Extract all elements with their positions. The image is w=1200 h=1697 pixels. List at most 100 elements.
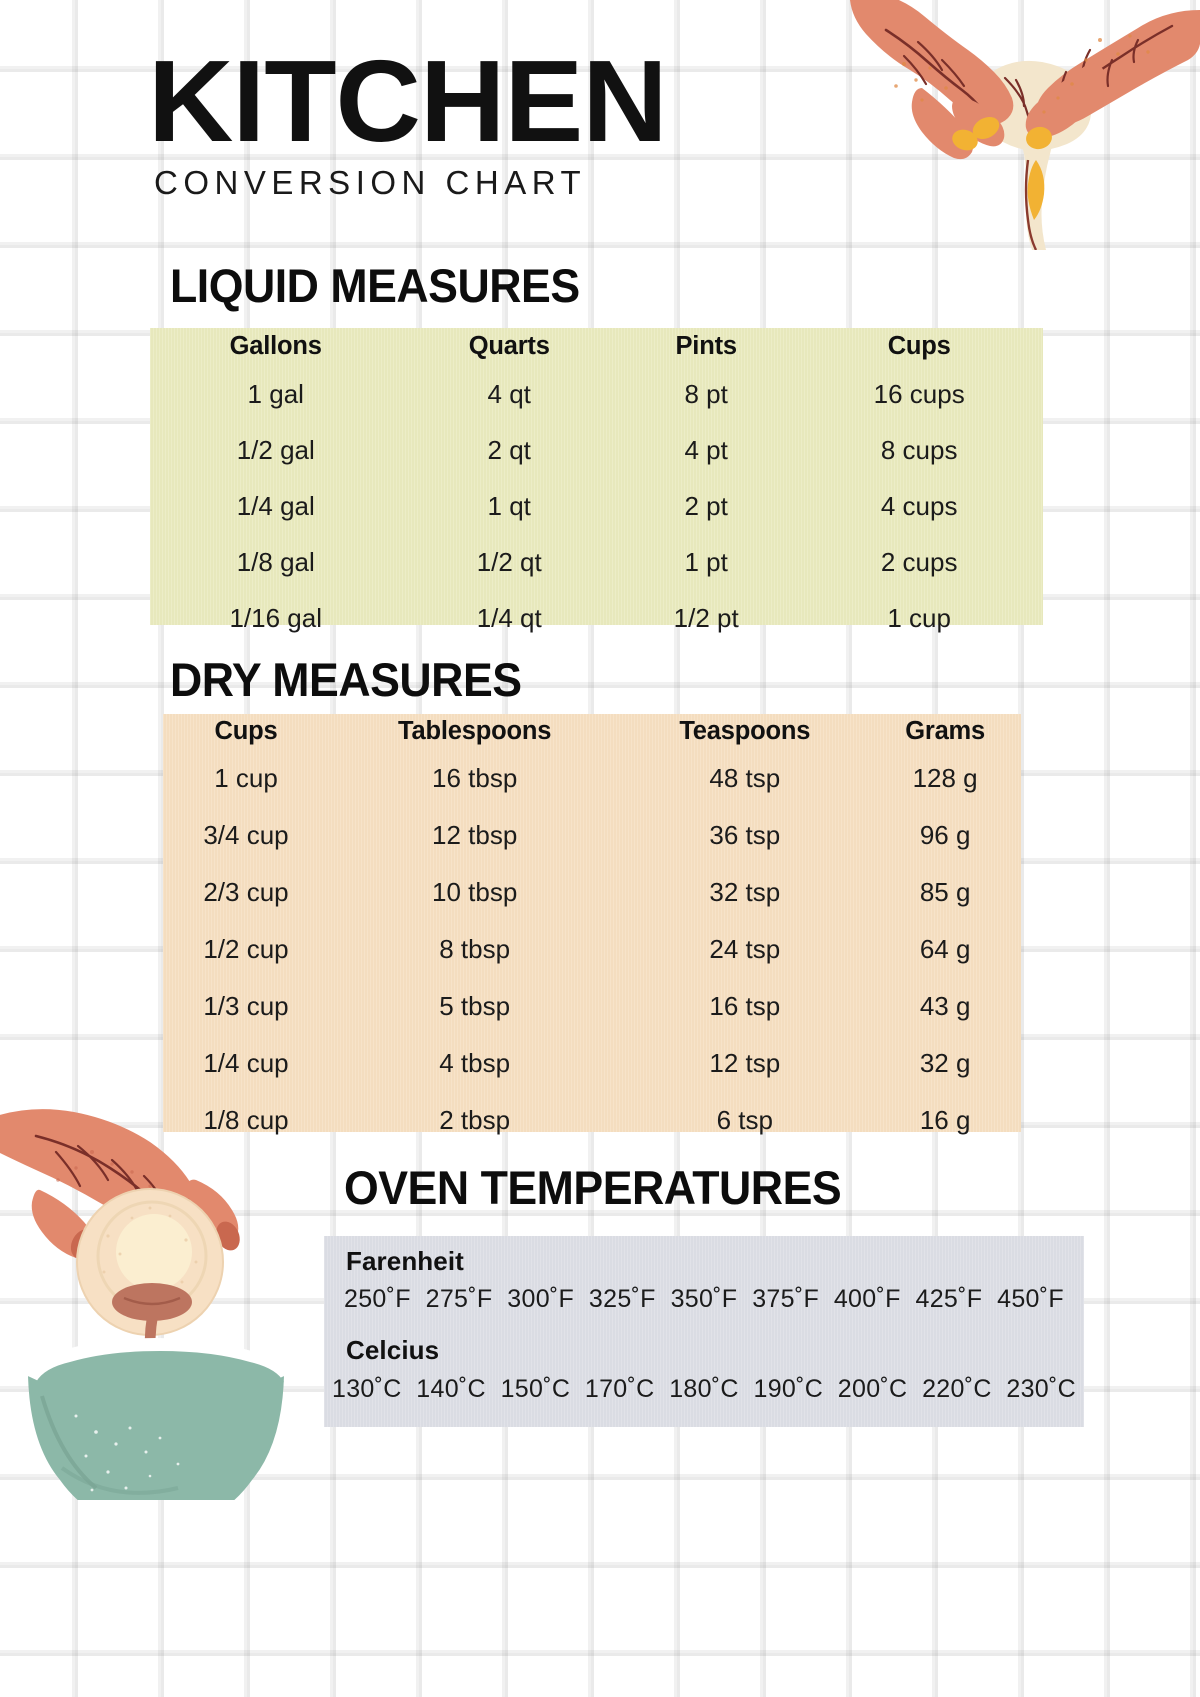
column-header: Teaspoons bbox=[679, 716, 811, 745]
liquid-measures-table: Gallons Quarts Pints Cups 1 gal 4 qt 8 pt 1… bbox=[150, 328, 1043, 646]
table-cell: 5 tbsp bbox=[439, 991, 511, 1021]
table-cell: 8 pt bbox=[684, 378, 728, 409]
table-row: 2/3 cup 10 tbsp 32 tsp 85 g bbox=[163, 864, 1021, 921]
table-cell: 1/3 cup bbox=[203, 991, 289, 1021]
fahrenheit-value: 275˚F bbox=[425, 1285, 493, 1313]
table-cell: 1/2 cup bbox=[203, 934, 289, 964]
table-row: 1/2 gal 2 qt 4 pt 8 cups bbox=[150, 422, 1043, 478]
page-header: KITCHEN CONVERSION CHART bbox=[148, 43, 668, 202]
table-row: 1/8 gal 1/2 qt 1 pt 2 cups bbox=[150, 534, 1043, 590]
section-heading-dry: DRY MEASURES bbox=[170, 653, 522, 706]
table-cell: 3/4 cup bbox=[203, 820, 289, 850]
fahrenheit-label: Farenheit bbox=[346, 1246, 464, 1276]
table-cell: 1/2 pt bbox=[673, 602, 739, 633]
celsius-value: 180˚C bbox=[669, 1375, 739, 1403]
celsius-value: 170˚C bbox=[584, 1375, 655, 1403]
celsius-value: 230˚C bbox=[1006, 1375, 1076, 1403]
table-row: 1/3 cup 5 tbsp 16 tsp 43 g bbox=[163, 978, 1021, 1035]
page-subtitle: CONVERSION CHART bbox=[154, 163, 587, 201]
table-cell: 2 tbsp bbox=[439, 1105, 511, 1135]
table-cell: 1 cup bbox=[887, 602, 951, 633]
table-cell: 2 pt bbox=[684, 490, 728, 521]
table-cell: 6 tsp bbox=[716, 1105, 773, 1135]
fahrenheit-value: 300˚F bbox=[507, 1285, 575, 1313]
table-cell: 4 pt bbox=[684, 434, 728, 465]
table-row: 3/4 cup 12 tbsp 36 tsp 96 g bbox=[163, 807, 1021, 864]
column-header: Grams bbox=[905, 716, 986, 745]
fahrenheit-value: 425˚F bbox=[915, 1285, 983, 1313]
fahrenheit-value: 325˚F bbox=[588, 1285, 656, 1313]
table-cell: 32 g bbox=[919, 1048, 971, 1078]
celsius-value: 200˚C bbox=[837, 1375, 908, 1403]
fahrenheit-values-row: 250˚F 275˚F 300˚F 325˚F 350˚F 375˚F 400˚F 425˚F… bbox=[344, 1285, 1064, 1314]
table-cell: 1/8 cup bbox=[203, 1105, 289, 1135]
table-cell: 1 gal bbox=[247, 378, 304, 409]
section-heading-liquid: LIQUID MEASURES bbox=[170, 259, 580, 312]
fahrenheit-value: 375˚F bbox=[752, 1285, 820, 1313]
table-cell: 16 tsp bbox=[709, 991, 781, 1021]
hands-cracking-egg-illustration bbox=[800, 0, 1200, 251]
hand-pouring-cup-into-bowl-illustration bbox=[0, 1040, 370, 1528]
table-header-row: Cups Tablespoons Teaspoons Grams bbox=[163, 714, 1021, 750]
page-title: KITCHEN bbox=[148, 36, 668, 166]
table-cell: 24 tsp bbox=[709, 934, 781, 964]
table-cell: 16 g bbox=[919, 1105, 971, 1135]
table-cell: 1 qt bbox=[487, 490, 531, 521]
celsius-value: 150˚C bbox=[500, 1375, 571, 1403]
table-cell: 32 tsp bbox=[709, 877, 781, 907]
fahrenheit-value: 350˚F bbox=[670, 1285, 738, 1313]
table-cell: 4 cups bbox=[880, 490, 958, 521]
table-header-row: Gallons Quarts Pints Cups bbox=[150, 328, 1043, 366]
celsius-value: 190˚C bbox=[753, 1375, 824, 1403]
table-cell: 8 cups bbox=[880, 434, 958, 465]
table-cell: 10 tbsp bbox=[432, 877, 518, 907]
celsius-value: 140˚C bbox=[416, 1375, 486, 1403]
table-cell: 85 g bbox=[919, 877, 971, 907]
table-row: 1/16 gal 1/4 qt 1/2 pt 1 cup bbox=[150, 590, 1043, 646]
table-cell: 36 tsp bbox=[709, 820, 781, 850]
table-cell: 1/4 cup bbox=[203, 1048, 289, 1078]
table-cell: 1/4 gal bbox=[236, 490, 315, 521]
table-row: 1/4 gal 1 qt 2 pt 4 cups bbox=[150, 478, 1043, 534]
table-cell: 4 tbsp bbox=[439, 1048, 511, 1078]
table-cell: 1/8 gal bbox=[236, 546, 315, 577]
fahrenheit-value: 250˚F bbox=[344, 1285, 411, 1313]
table-cell: 1/2 gal bbox=[236, 434, 315, 465]
table-cell: 1 pt bbox=[684, 546, 728, 577]
column-header: Quarts bbox=[468, 331, 550, 360]
table-row: 1/2 cup 8 tbsp 24 tsp 64 g bbox=[163, 921, 1021, 978]
celsius-values-row: 130˚C 140˚C 150˚C 170˚C 180˚C 190˚C 200˚C 220˚C… bbox=[332, 1375, 1076, 1404]
column-header: Gallons bbox=[229, 331, 322, 360]
column-header: Tablespoons bbox=[398, 716, 552, 745]
table-cell: 12 tsp bbox=[709, 1048, 781, 1078]
fahrenheit-value: 400˚F bbox=[833, 1285, 901, 1313]
table-cell: 48 tsp bbox=[709, 763, 781, 793]
fahrenheit-value: 450˚F bbox=[997, 1285, 1064, 1313]
table-cell: 1/2 qt bbox=[476, 546, 542, 577]
celsius-label: Celcius bbox=[346, 1335, 440, 1365]
table-cell: 16 cups bbox=[873, 378, 965, 409]
table-cell: 2 cups bbox=[880, 546, 958, 577]
section-heading-oven: OVEN TEMPERATURES bbox=[344, 1161, 842, 1214]
column-header: Pints bbox=[675, 331, 738, 360]
table-cell: 96 g bbox=[919, 820, 971, 850]
table-cell: 2/3 cup bbox=[203, 877, 289, 907]
table-cell: 2 qt bbox=[487, 434, 531, 465]
table-cell: 8 tbsp bbox=[439, 934, 511, 964]
table-cell: 1/4 qt bbox=[476, 602, 542, 633]
table-cell: 1/16 gal bbox=[229, 602, 322, 633]
column-header: Cups bbox=[887, 331, 951, 360]
table-cell: 43 g bbox=[919, 991, 971, 1021]
celsius-value: 220˚C bbox=[922, 1375, 992, 1403]
oven-temperatures-panel: Farenheit 250˚F 275˚F 300˚F 325˚F 350˚F 375˚F… bbox=[324, 1236, 1084, 1427]
liquid-measures-panel: Gallons Quarts Pints Cups 1 gal 4 qt 8 pt 1… bbox=[150, 328, 1043, 633]
table-row: 1 cup 16 tbsp 48 tsp 128 g bbox=[163, 750, 1021, 807]
celsius-value: 130˚C bbox=[332, 1375, 402, 1403]
table-cell: 16 tbsp bbox=[432, 763, 518, 793]
column-header: Cups bbox=[214, 716, 278, 745]
table-row: 1/8 cup 2 tbsp 6 tsp 16 g bbox=[163, 1092, 1021, 1149]
table-cell: 4 qt bbox=[487, 378, 531, 409]
table-cell: 12 tbsp bbox=[432, 820, 518, 850]
table-row: 1/4 cup 4 tbsp 12 tsp 32 g bbox=[163, 1035, 1021, 1092]
